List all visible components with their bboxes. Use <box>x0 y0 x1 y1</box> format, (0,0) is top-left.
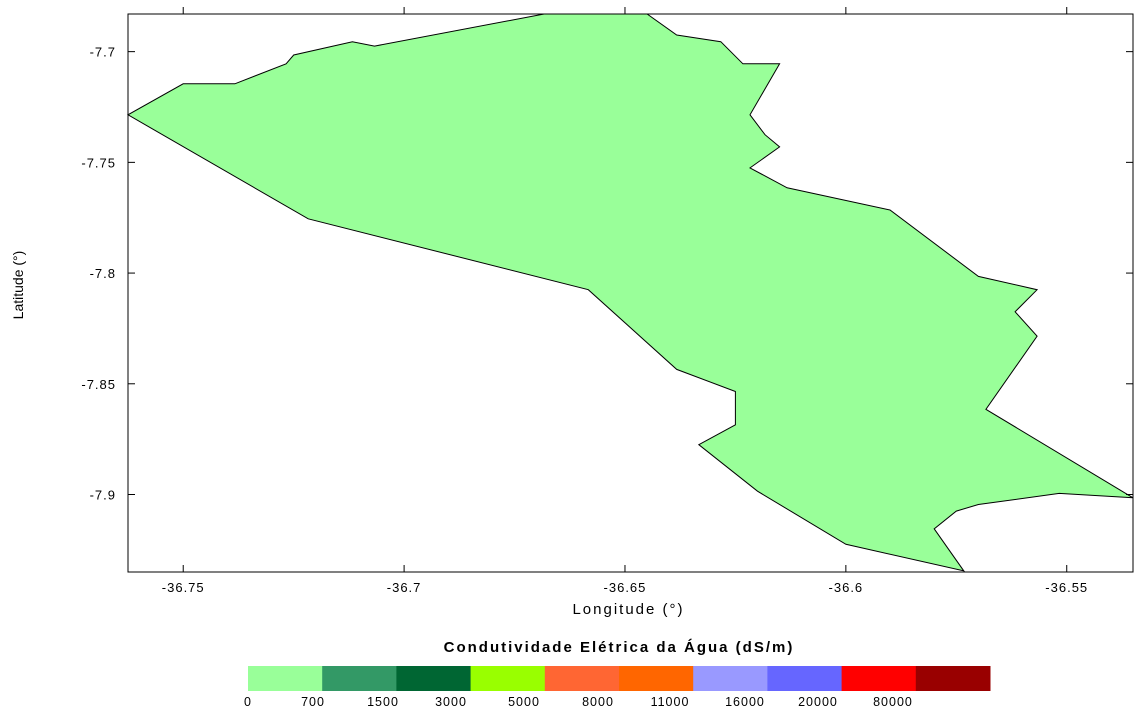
legend-swatch <box>915 666 991 691</box>
x-tick-label: -36.75 <box>162 580 205 595</box>
y-tick-label: -7.75 <box>81 155 116 170</box>
legend-label: 11000 <box>651 695 690 709</box>
legend-label: 700 <box>301 695 325 709</box>
region-polygon <box>126 13 1134 572</box>
legend-swatch <box>693 666 768 691</box>
map-plot-area <box>126 13 1134 572</box>
legend-title: Condutividade Elétrica da Água (dS/m) <box>444 639 795 656</box>
x-tick-label: -36.65 <box>604 580 647 595</box>
y-tick-label: -7.8 <box>90 266 116 281</box>
legend-swatch <box>470 666 546 691</box>
legend-label: 16000 <box>725 695 765 709</box>
legend-label: 0 <box>244 695 252 709</box>
legend-label: 20000 <box>798 695 838 709</box>
legend-swatch <box>767 666 843 691</box>
plot-frame <box>127 13 1134 573</box>
legend-label: 80000 <box>873 695 913 709</box>
y-tick-label: -7.7 <box>90 45 116 60</box>
x-tick-label: -36.55 <box>1045 580 1088 595</box>
x-axis-title: Longitude (°) <box>572 601 684 618</box>
y-axis-title: Latitude (°) <box>10 251 26 320</box>
color-legend: 0 700 1500 3000 5000 8000 11000 16000 20000 80000 <box>244 666 991 709</box>
legend-label: 5000 <box>508 695 540 709</box>
legend-label: 8000 <box>582 695 614 709</box>
legend-swatch <box>396 666 472 691</box>
legend-swatch <box>841 666 917 691</box>
legend-swatch <box>322 666 397 691</box>
legend-swatch <box>544 666 620 691</box>
x-tick-label: -36.7 <box>387 580 422 595</box>
legend-swatch <box>619 666 694 691</box>
legend-swatch <box>248 666 323 691</box>
x-tick-label: -36.6 <box>829 580 864 595</box>
x-axis: -36.75 -36.7 -36.65 -36.6 -36.55 <box>162 7 1088 595</box>
y-tick-label: -7.9 <box>90 488 116 503</box>
y-axis: -7.7 -7.75 -7.8 -7.85 -7.9 <box>81 45 1133 503</box>
legend-label: 3000 <box>435 695 467 709</box>
y-tick-label: -7.85 <box>81 377 116 392</box>
legend-label: 1500 <box>367 695 399 709</box>
